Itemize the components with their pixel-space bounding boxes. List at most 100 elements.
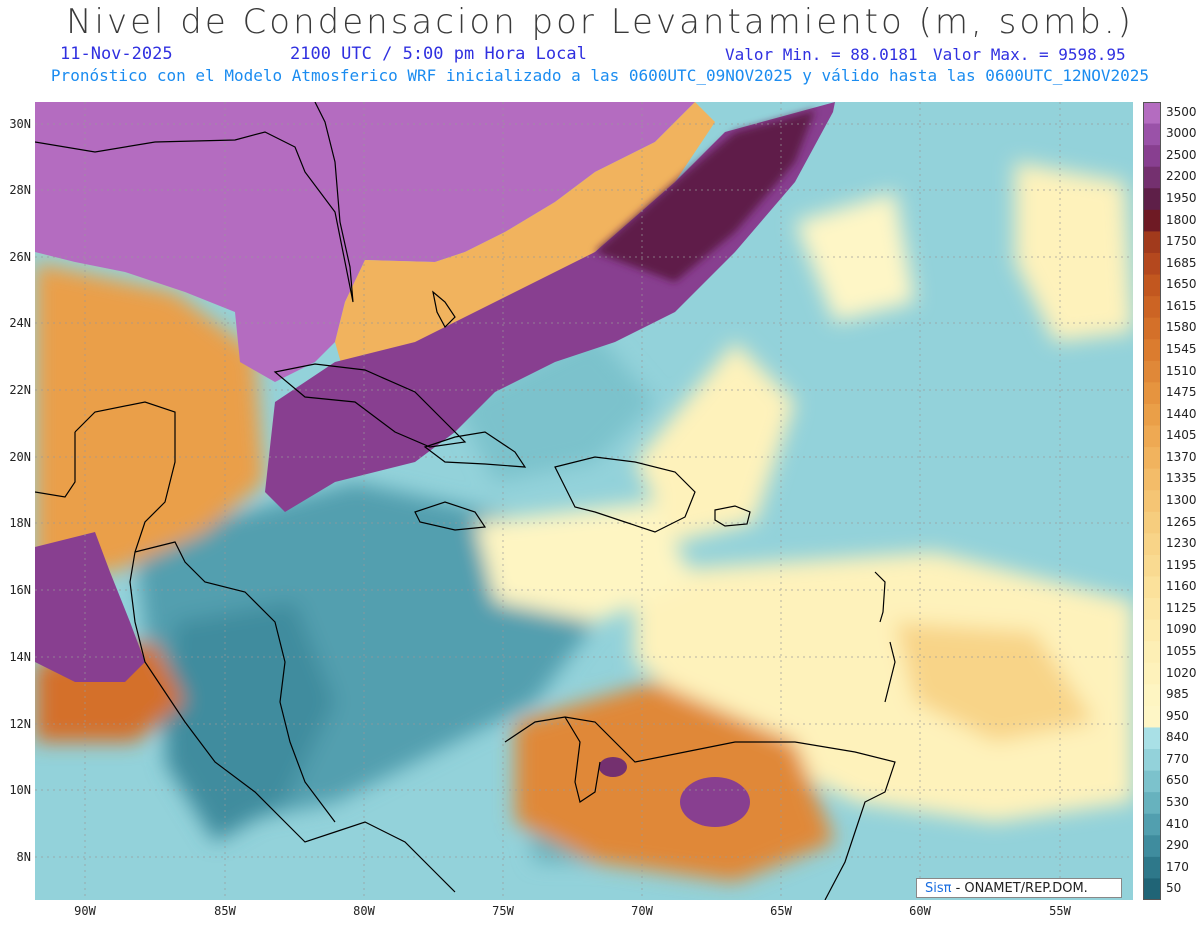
colorbar-label: 1335: [1166, 471, 1197, 486]
colorbar-label: 1090: [1166, 622, 1197, 637]
colorbar-swatch: [1143, 468, 1161, 491]
colorbar-label: 770: [1166, 751, 1189, 766]
lat-8N: 8N: [16, 850, 31, 864]
colorbar-label: 2200: [1166, 169, 1197, 184]
colorbar-label: 3500: [1166, 104, 1197, 119]
lat-24N: 24N: [9, 316, 31, 330]
colorbar-swatch: [1143, 425, 1161, 448]
lat-22N: 22N: [9, 383, 31, 397]
colorbar-swatch: [1143, 317, 1161, 340]
lat-20N: 20N: [9, 450, 31, 464]
colorbar-swatch: [1143, 123, 1161, 146]
colorbar-swatch: [1143, 641, 1161, 664]
credit-logo: Sisπ: [925, 881, 952, 896]
colorbar-label: 1650: [1166, 277, 1197, 292]
colorbar-swatch: [1143, 382, 1161, 405]
colorbar-label: 1580: [1166, 320, 1197, 335]
colorbar-label: 1685: [1166, 255, 1197, 270]
colorbar-label: 950: [1166, 708, 1189, 723]
colorbar-swatch: [1143, 727, 1161, 750]
colorbar-label: 1475: [1166, 385, 1197, 400]
dry-region-purple: [35, 102, 695, 382]
colorbar-frame: [1143, 102, 1161, 900]
colorbar-swatch: [1143, 835, 1161, 858]
lon-80W: 80W: [353, 904, 375, 918]
lon-60W: 60W: [909, 904, 931, 918]
lon-90W: 90W: [74, 904, 96, 918]
colorbar-label: 1125: [1166, 600, 1197, 615]
colorbar-swatch: [1143, 145, 1161, 168]
colorbar-swatch: [1143, 749, 1161, 772]
colorbar-swatch: [1143, 792, 1161, 815]
colorbar-label: 1545: [1166, 342, 1197, 357]
colorbar-label: 1950: [1166, 191, 1197, 206]
colorbar-swatch: [1143, 360, 1161, 383]
forecast-date: 11-Nov-2025: [60, 44, 173, 64]
lon-85W: 85W: [214, 904, 236, 918]
lat-16N: 16N: [9, 583, 31, 597]
colorbar-label: 3000: [1166, 126, 1197, 141]
colorbar-label: 50: [1166, 881, 1182, 896]
colorbar-swatch: [1143, 231, 1161, 254]
colorbar-swatch: [1143, 166, 1161, 189]
colorbar-swatch: [1143, 274, 1161, 297]
colorbar-swatch: [1143, 533, 1161, 556]
colorbar-label: 1055: [1166, 643, 1197, 658]
lcl-shading-low: [35, 162, 1133, 882]
colorbar-label: 1510: [1166, 363, 1197, 378]
colorbar-swatch: [1143, 705, 1161, 728]
colorbar-label: 985: [1166, 687, 1189, 702]
colorbar-swatch: [1143, 102, 1161, 125]
coastlines: [35, 102, 896, 900]
colorbar-label: 1370: [1166, 449, 1197, 464]
value-max: Valor Max. = 9598.95: [933, 45, 1126, 64]
value-min: Valor Min. = 88.0181: [725, 45, 918, 64]
colorbar-swatch: [1143, 511, 1161, 534]
colorbar-swatch: [1143, 490, 1161, 513]
colorbar-swatch: [1143, 403, 1161, 427]
colorbar-label: 1440: [1166, 406, 1197, 421]
colorbar-label: 840: [1166, 730, 1189, 745]
colorbar: [1143, 102, 1161, 900]
lat-12N: 12N: [9, 717, 31, 731]
colorbar-label: 170: [1166, 859, 1189, 874]
colorbar-swatch: [1143, 684, 1161, 707]
lon-65W: 65W: [770, 904, 792, 918]
lat-10N: 10N: [9, 783, 31, 797]
purple-central-america: [35, 532, 145, 682]
lon-70W: 70W: [631, 904, 653, 918]
colorbar-label: 2500: [1166, 147, 1197, 162]
colorbar-swatch: [1143, 576, 1161, 599]
colorbar-swatch: [1143, 252, 1161, 276]
colorbar-label: 1300: [1166, 493, 1197, 507]
model-info: Pronóstico con el Modelo Atmosferico WRF…: [50, 66, 1150, 85]
lat-30N: 30N: [9, 117, 31, 131]
colorbar-label: 1750: [1166, 234, 1197, 249]
colorbar-swatch: [1143, 209, 1161, 232]
colorbar-swatch: [1143, 813, 1161, 836]
lat-14N: 14N: [9, 650, 31, 664]
colorbar-swatch: [1143, 598, 1161, 621]
colorbar-swatch: [1143, 856, 1161, 879]
lcl-map: [35, 102, 1133, 900]
colorbar-label: 1405: [1166, 428, 1197, 443]
forecast-time: 2100 UTC / 5:00 pm Hora Local: [290, 44, 587, 64]
colorbar-label: 1020: [1166, 665, 1197, 680]
colorbar-swatch: [1143, 619, 1161, 642]
colorbar-swatch: [1143, 770, 1161, 793]
colorbar-swatch: [1143, 339, 1161, 362]
colorbar-swatch: [1143, 188, 1161, 211]
lat-26N: 26N: [9, 250, 31, 264]
colorbar-swatch: [1143, 662, 1161, 685]
lon-55W: 55W: [1049, 904, 1071, 918]
credit-text: - ONAMET/REP.DOM.: [955, 881, 1088, 896]
colorbar-swatch: [1143, 447, 1161, 470]
lat-18N: 18N: [9, 516, 31, 530]
colorbar-label: 1230: [1166, 536, 1197, 551]
colorbar-label: 650: [1166, 773, 1189, 788]
colorbar-label: 410: [1166, 816, 1189, 831]
credit-box: Sisπ - ONAMET/REP.DOM.: [916, 878, 1122, 898]
colorbar-label: 1265: [1166, 514, 1197, 529]
colorbar-label: 530: [1166, 794, 1189, 809]
colorbar-label: 1195: [1166, 557, 1197, 572]
